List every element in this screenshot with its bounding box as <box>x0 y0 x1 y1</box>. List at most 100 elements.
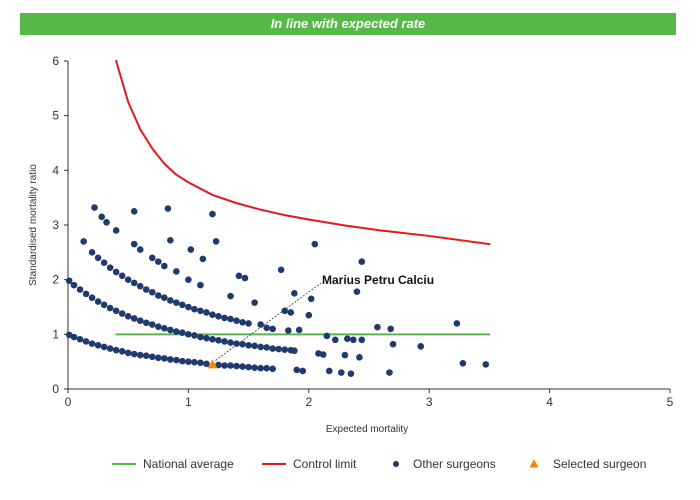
surgeon-point <box>263 364 270 372</box>
surgeon-point <box>323 332 331 340</box>
surgeon-point <box>350 336 357 344</box>
surgeon-point <box>269 345 276 352</box>
surgeon-point <box>167 237 174 244</box>
surgeon-point <box>215 337 222 344</box>
surgeon-point <box>281 346 289 353</box>
surgeon-point <box>161 262 168 270</box>
surgeon-point <box>155 323 162 330</box>
x-axis-label: Expected mortality <box>326 424 408 435</box>
surgeon-point <box>130 240 138 248</box>
surgeon-point <box>386 369 393 376</box>
y-tick-label: 0 <box>52 382 59 396</box>
surgeon-point <box>215 312 222 320</box>
surgeon-point <box>293 366 301 374</box>
surgeon-point <box>179 301 186 309</box>
surgeon-point <box>209 335 216 343</box>
surgeon-point <box>167 297 174 304</box>
x-tick-label: 2 <box>305 395 312 409</box>
surgeon-point <box>148 288 156 296</box>
surgeon-point <box>173 268 180 275</box>
surgeon-point <box>263 344 270 351</box>
y-tick-label: 3 <box>52 218 59 232</box>
legend-national-average-label: National average <box>143 457 234 471</box>
surgeon-point <box>185 276 192 283</box>
surgeon-point <box>221 338 228 345</box>
surgeon-point <box>227 315 234 323</box>
surgeon-point <box>197 359 204 367</box>
surgeon-point <box>215 361 222 369</box>
surgeon-point <box>257 364 264 372</box>
legend-selected-surgeon-swatch <box>529 459 539 468</box>
surgeon-point <box>291 290 298 297</box>
surgeon-point <box>94 298 102 305</box>
surgeon-point <box>221 314 228 322</box>
surgeon-point <box>148 254 156 262</box>
surgeon-point <box>130 279 138 287</box>
surgeon-point <box>94 254 102 262</box>
surgeon-point <box>76 286 84 293</box>
surgeon-point <box>257 321 264 328</box>
surgeon-point <box>136 246 144 253</box>
annotation-leader-line <box>215 282 322 361</box>
surgeon-point <box>305 311 313 319</box>
surgeon-point <box>82 338 90 345</box>
surgeon-point <box>112 346 120 354</box>
surgeon-point <box>319 351 327 358</box>
surgeon-point <box>130 208 138 215</box>
surgeon-point <box>103 218 110 226</box>
surgeon-point <box>417 343 425 350</box>
surgeon-point <box>80 238 87 245</box>
surgeon-point <box>291 347 298 355</box>
surgeon-point <box>374 323 381 331</box>
surgeon-point <box>173 328 180 335</box>
surgeon-point <box>65 277 73 285</box>
surgeon-point <box>161 294 168 302</box>
surgeon-point <box>173 356 180 364</box>
surgeon-point <box>191 358 198 366</box>
surgeon-point <box>167 356 174 363</box>
surgeon-point <box>106 304 114 312</box>
surgeon-point <box>275 345 283 353</box>
surgeon-point <box>285 327 292 334</box>
surgeon-point <box>142 352 150 359</box>
selected-surgeon-marker <box>207 359 218 369</box>
y-tick-label: 6 <box>52 54 59 68</box>
surgeon-point <box>100 259 108 267</box>
surgeon-point <box>209 210 216 218</box>
surgeon-point <box>161 325 168 332</box>
selected-surgeon-annotation: Marius Petru Calciu <box>322 273 434 287</box>
x-tick-label: 4 <box>546 395 553 409</box>
surgeon-point <box>245 341 252 349</box>
surgeon-point <box>251 299 258 306</box>
surgeon-point <box>233 317 240 324</box>
x-tick-label: 3 <box>426 395 433 409</box>
y-tick-label: 1 <box>52 327 59 341</box>
surgeon-point <box>155 258 162 265</box>
surgeon-point <box>136 282 144 290</box>
surgeon-point <box>277 266 285 274</box>
surgeon-point <box>295 326 303 334</box>
surgeon-point <box>269 365 276 373</box>
plot-area: 0 1 2 3 4 5 6 0 1 2 3 4 5 Expected mortality Standardi… <box>28 54 674 435</box>
surgeon-point <box>88 294 96 302</box>
x-tick-label: 5 <box>667 395 674 409</box>
surgeon-point <box>245 363 252 371</box>
y-axis-label: Standardised mortality ratio <box>28 164 39 286</box>
surgeon-point <box>155 292 162 299</box>
surgeon-point <box>263 324 270 332</box>
surgeon-point <box>173 299 180 306</box>
surgeon-point <box>124 312 132 320</box>
surgeon-point <box>179 329 186 336</box>
surgeon-point <box>212 238 220 245</box>
surgeon-point <box>344 335 351 343</box>
surgeon-point <box>118 272 126 280</box>
surgeon-point <box>209 311 216 318</box>
x-tick-label: 0 <box>65 395 72 409</box>
surgeon-point <box>338 369 345 376</box>
surgeon-point <box>239 363 246 370</box>
surgeon-point <box>187 246 195 253</box>
surgeon-point <box>197 333 204 341</box>
surgeon-point <box>251 342 258 350</box>
surgeon-point <box>197 307 204 315</box>
surgeon-point <box>88 340 96 347</box>
